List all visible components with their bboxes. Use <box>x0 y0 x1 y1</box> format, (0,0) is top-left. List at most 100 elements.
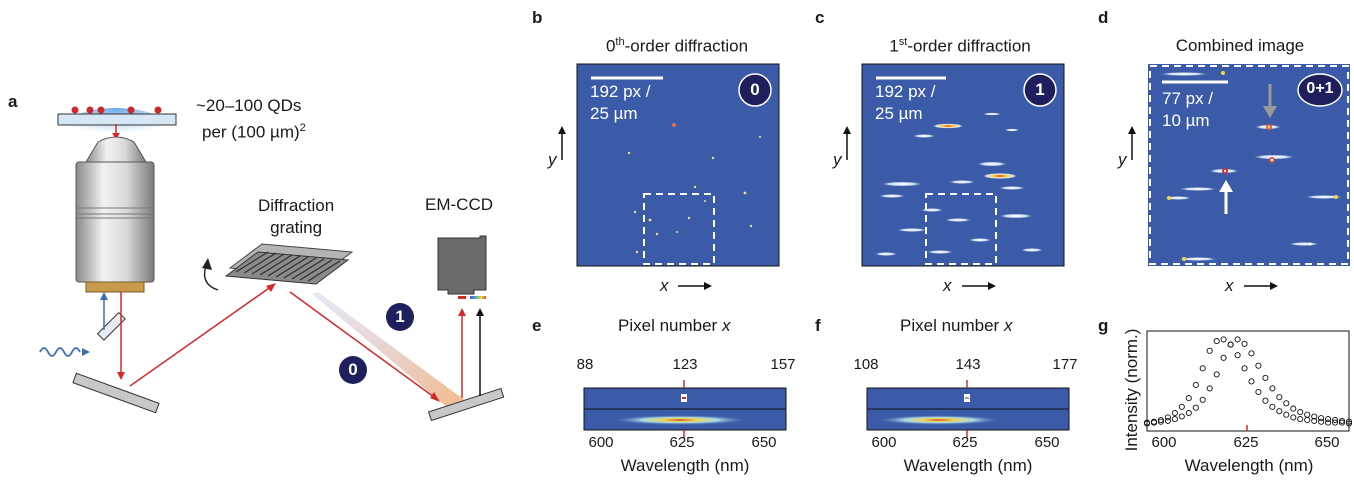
panel-e-xlabel: Wavelength (nm) <box>620 456 750 475</box>
series-1-point <box>1241 340 1248 347</box>
panel-f-bottom-tick-2: 650 <box>1034 434 1060 451</box>
panel-g-tick-0: 600 <box>1151 434 1177 451</box>
panel-e-label: e <box>532 316 542 335</box>
order-0-text: 0 <box>348 360 358 379</box>
panel-d-badge <box>1297 73 1343 107</box>
panel-e-bottom-tick-0: 600 <box>588 434 614 451</box>
series-1-point <box>1276 394 1283 401</box>
sample-slide <box>57 113 177 126</box>
panel-d-label: d <box>1098 8 1109 27</box>
series-1-point <box>1332 416 1339 424</box>
series-1-point <box>1150 419 1158 426</box>
series-1-point <box>1234 336 1241 343</box>
series-0-point <box>1213 338 1220 345</box>
panel-c-y-arrow <box>843 126 851 160</box>
series-0-point <box>1297 416 1304 423</box>
panel-b-scale-line2: 25 µm <box>590 104 638 123</box>
series-0-point <box>1318 418 1325 425</box>
series-0-point <box>1171 409 1178 417</box>
panel-b-badge <box>738 73 772 107</box>
panel-f-top-tick-2: 177 <box>1052 356 1078 373</box>
mirror-1 <box>72 372 160 414</box>
panel-e-top-tick-1: 123 <box>672 356 698 373</box>
qd-dot <box>97 106 105 114</box>
series-1-point <box>1178 413 1185 420</box>
qd-density-line1: ~20–100 QDs <box>196 96 302 115</box>
panel-f-spectrum <box>866 380 1070 438</box>
series-1-point <box>1304 411 1311 418</box>
series-0-point <box>1311 417 1318 424</box>
series-0-point <box>1241 365 1248 372</box>
panel-b-title-pre: 0 <box>605 36 616 56</box>
panel-g-ylabel: Intensity (norm.) <box>1122 328 1141 452</box>
panel-d-image <box>1148 64 1350 266</box>
qd-density-text: ~20–100 QDs per (100 µm)2 <box>196 95 306 144</box>
panel-d-y-arrow <box>1128 126 1136 160</box>
series-1-point <box>1290 405 1297 412</box>
series-1-point <box>1255 362 1262 369</box>
panel-e-top-tick-2: 157 <box>770 356 796 373</box>
qd-dot <box>86 106 94 114</box>
series-0-point <box>1199 365 1206 372</box>
panel-c-image <box>861 63 1065 267</box>
optical-setup-schematic <box>39 106 505 422</box>
series-1-point <box>1157 418 1164 425</box>
panel-b-title-sup: th <box>615 36 625 48</box>
series-0-point <box>1332 419 1339 426</box>
series-1-point <box>1185 409 1192 417</box>
rotate-arrow <box>203 265 219 291</box>
series-1-point <box>1213 371 1220 378</box>
grating-label: Diffraction grating <box>258 195 334 239</box>
series-1-point <box>1248 350 1255 357</box>
panel-e-top-tick-0: 88 <box>576 356 594 373</box>
qd-density-sup: 2 <box>299 122 306 134</box>
panel-f-top-tick-0: 108 <box>853 356 879 373</box>
series-0-point <box>1283 411 1290 418</box>
panel-c-x-arrow <box>962 282 996 290</box>
qd-dot <box>127 106 135 114</box>
panel-g-plot <box>1143 330 1353 432</box>
detector-label: EM-CCD <box>425 195 493 214</box>
panel-d-scale-line1: 77 px / <box>1162 89 1214 108</box>
panel-b-title-post: -order diffraction <box>624 36 749 56</box>
panel-b-badge-text: 0 <box>750 80 760 99</box>
panel-c-title-pre: 1 <box>889 36 899 56</box>
panel-c-title-post: -order diffraction <box>907 36 1031 56</box>
series-1-point <box>1325 416 1332 423</box>
panel-f-xlabel: Wavelength (nm) <box>903 456 1033 475</box>
series-1-point <box>1345 418 1353 425</box>
panel-g-label: g <box>1098 316 1109 335</box>
series-0-point <box>1345 420 1353 427</box>
series-0-point <box>1178 403 1185 410</box>
panel-d-x-label: x <box>1225 276 1234 295</box>
panel-c-title: 1st-order diffraction <box>850 36 1070 57</box>
series-0-point <box>1234 352 1241 359</box>
panel-f-bottom-tick-0: 600 <box>871 434 897 451</box>
series-0-point <box>1262 397 1269 404</box>
series-0-point <box>1248 378 1255 385</box>
series-1-point <box>1262 374 1269 381</box>
excitation-wave <box>39 347 81 357</box>
panel-f-label: f <box>815 316 821 335</box>
panel-g-tick-1: 625 <box>1233 434 1259 451</box>
panel-g-tick-2: 650 <box>1314 434 1340 451</box>
panel-b-label: b <box>532 8 543 27</box>
series-0-point <box>1276 408 1283 415</box>
panel-f-top-axis-label: Pixel number x <box>900 316 1013 335</box>
panel-c-label: c <box>815 8 825 27</box>
series-1-point <box>1338 417 1346 424</box>
panel-c-scale-line2: 25 µm <box>875 104 923 123</box>
panel-b-image <box>576 63 780 267</box>
panel-d-y-label: y <box>1118 150 1127 169</box>
series-1-point <box>1220 354 1227 361</box>
panel-g-series <box>1143 336 1353 427</box>
emccd-camera <box>437 235 487 295</box>
panel-b-y-arrow <box>558 126 566 160</box>
series-1-point <box>1164 417 1171 424</box>
panel-b-title: 0th-order diffraction <box>567 36 787 57</box>
panel-e-bottom-tick-1: 625 <box>669 434 695 451</box>
qd-dot <box>154 106 162 114</box>
panel-d-scalebar: 77 px / 10 µm <box>1162 88 1213 132</box>
series-1-point <box>1199 396 1206 403</box>
order-1-badge <box>386 303 414 331</box>
